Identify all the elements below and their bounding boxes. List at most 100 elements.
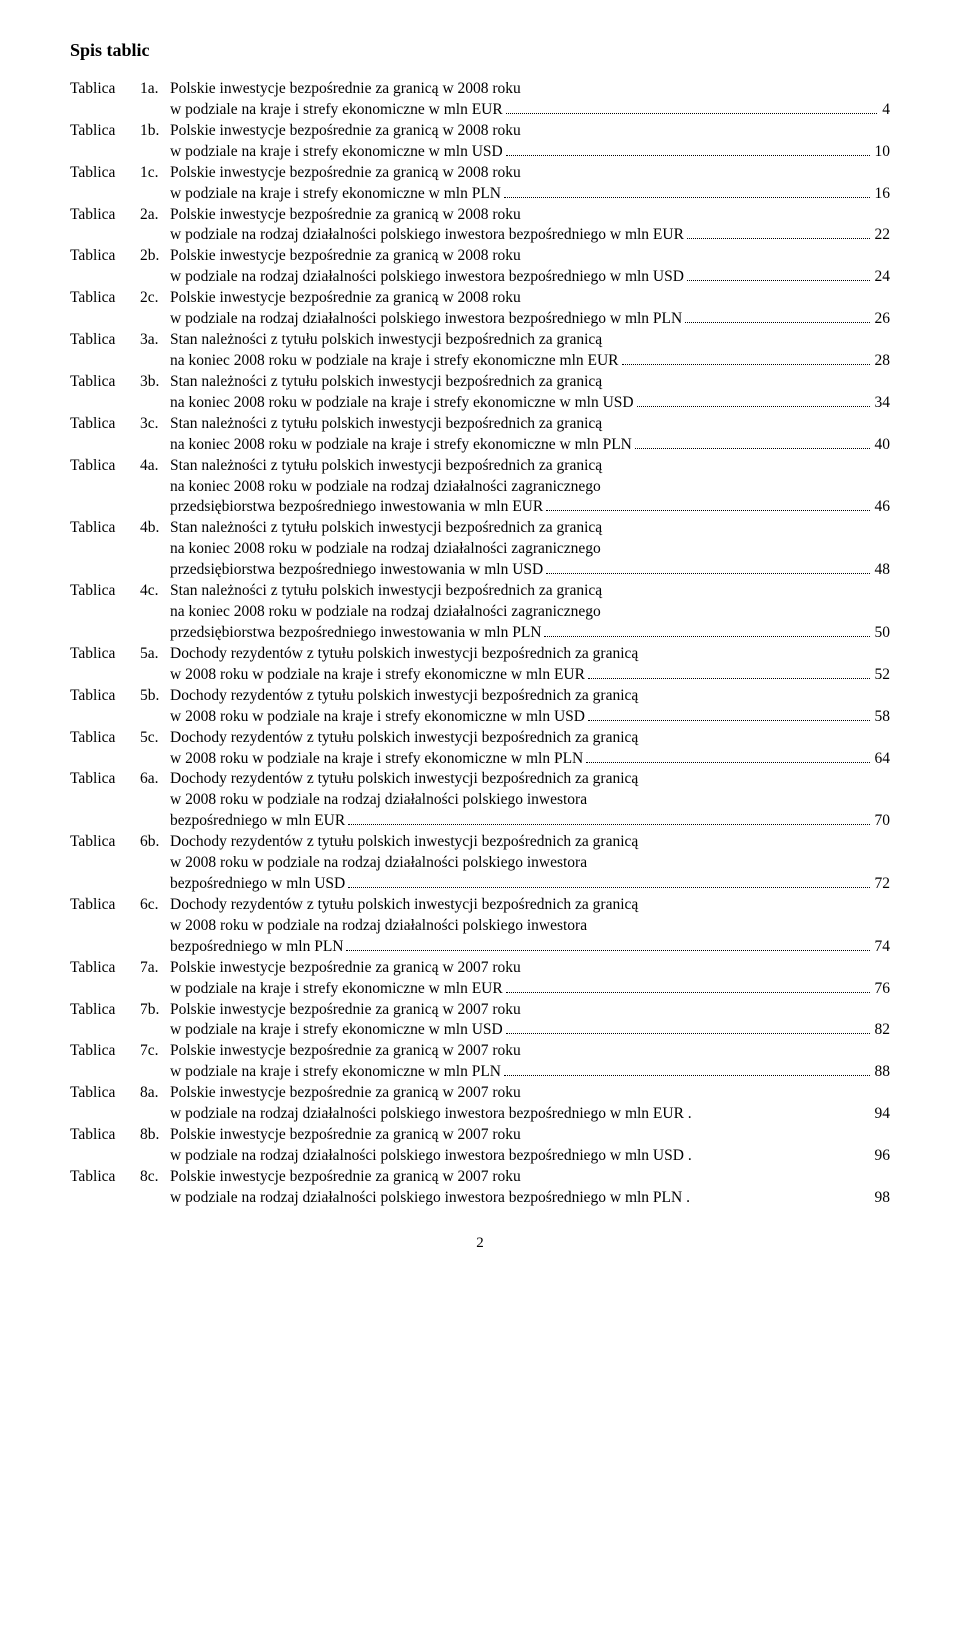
entry-line: Polskie inwestycje bezpośrednie za grani… (170, 163, 890, 184)
entry-page: 82 (873, 1020, 891, 1041)
page: Spis tablic Tablica1a.Polskie inwestycje… (0, 0, 960, 1282)
entry-number: 5b. (140, 686, 170, 707)
entry-line: Polskie inwestycje bezpośrednie za grani… (170, 1083, 890, 1104)
entry-last-line: w podziale na kraje i strefy ekonomiczne… (170, 100, 890, 121)
leader-dots (637, 406, 870, 407)
toc-entry: Tablica4a.Stan należności z tytułu polsk… (70, 456, 890, 519)
entry-label: Tablica (70, 121, 140, 142)
leader-dots (687, 280, 870, 281)
entry-last-line: w podziale na kraje i strefy ekonomiczne… (170, 979, 890, 1000)
entry-line: na koniec 2008 roku w podziale na rodzaj… (170, 539, 890, 560)
leader-dots (685, 322, 869, 323)
entry-last-text: na koniec 2008 roku w podziale na kraje … (170, 393, 634, 414)
entry-last-text: w podziale na kraje i strefy ekonomiczne… (170, 979, 503, 1000)
entry-page: 24 (873, 267, 891, 288)
entry-label: Tablica (70, 79, 140, 100)
toc-entry: Tablica8b.Polskie inwestycje bezpośredni… (70, 1125, 890, 1167)
entry-label: Tablica (70, 1083, 140, 1104)
entry-number: 1a. (140, 79, 170, 100)
entry-line: w 2008 roku w podziale na rodzaj działal… (170, 853, 890, 874)
entry-text: Dochody rezydentów z tytułu polskich inw… (170, 769, 890, 832)
entry-last-text: przedsiębiorstwa bezpośredniego inwestow… (170, 623, 541, 644)
entry-number: 4a. (140, 456, 170, 477)
entry-line: Dochody rezydentów z tytułu polskich inw… (170, 728, 890, 749)
entry-last-text: na koniec 2008 roku w podziale na kraje … (170, 435, 632, 456)
toc-heading: Spis tablic (70, 40, 890, 61)
leader-dots (586, 762, 869, 763)
entry-last-text: w podziale na kraje i strefy ekonomiczne… (170, 184, 501, 205)
toc-entry: Tablica6b.Dochody rezydentów z tytułu po… (70, 832, 890, 895)
entry-text: Polskie inwestycje bezpośrednie za grani… (170, 958, 890, 1000)
entry-line: Stan należności z tytułu polskich inwest… (170, 456, 890, 477)
entry-last-line: w 2008 roku w podziale na kraje i strefy… (170, 665, 890, 686)
entry-last-text: w podziale na rodzaj działalności polski… (170, 267, 684, 288)
toc-entry: Tablica8c.Polskie inwestycje bezpośredni… (70, 1167, 890, 1209)
entry-line: Dochody rezydentów z tytułu polskich inw… (170, 832, 890, 853)
entry-last-line: w podziale na rodzaj działalności polski… (170, 267, 890, 288)
entry-page: 40 (873, 435, 891, 456)
entry-last-line: w podziale na kraje i strefy ekonomiczne… (170, 1062, 890, 1083)
entry-last-text: w 2008 roku w podziale na kraje i strefy… (170, 749, 583, 770)
entry-last-line: w podziale na rodzaj działalności polski… (170, 1104, 890, 1125)
toc-entries: Tablica1a.Polskie inwestycje bezpośredni… (70, 79, 890, 1209)
entry-last-line: na koniec 2008 roku w podziale na kraje … (170, 435, 890, 456)
entry-number: 1c. (140, 163, 170, 184)
entry-last-text: bezpośredniego w mln EUR (170, 811, 345, 832)
entry-line: Stan należności z tytułu polskich inwest… (170, 330, 890, 351)
entry-number: 5c. (140, 728, 170, 749)
entry-number: 8c. (140, 1167, 170, 1188)
entry-line: Polskie inwestycje bezpośrednie za grani… (170, 1000, 890, 1021)
entry-page: 28 (873, 351, 891, 372)
entry-line: Polskie inwestycje bezpośrednie za grani… (170, 246, 890, 267)
entry-page: 64 (873, 749, 891, 770)
entry-label: Tablica (70, 895, 140, 916)
entry-page: 34 (873, 393, 891, 414)
entry-text: Polskie inwestycje bezpośrednie za grani… (170, 1167, 890, 1209)
leader-dots (544, 636, 869, 637)
entry-label: Tablica (70, 288, 140, 309)
toc-entry: Tablica 7c.Polskie inwestycje bezpośredn… (70, 1041, 890, 1083)
entry-line: Polskie inwestycje bezpośrednie za grani… (170, 79, 890, 100)
entry-label: Tablica (70, 1000, 140, 1021)
entry-line: Polskie inwestycje bezpośrednie za grani… (170, 958, 890, 979)
entry-last-text: w podziale na rodzaj działalności polski… (170, 225, 684, 246)
entry-last-line: w 2008 roku w podziale na kraje i strefy… (170, 707, 890, 728)
toc-entry: Tablica5a.Dochody rezydentów z tytułu po… (70, 644, 890, 686)
leader-dots (506, 992, 870, 993)
entry-page: 52 (873, 665, 891, 686)
entry-text: Polskie inwestycje bezpośrednie za grani… (170, 121, 890, 163)
entry-label: Tablica (70, 205, 140, 226)
leader-dots (622, 364, 870, 365)
entry-line: Polskie inwestycje bezpośrednie za grani… (170, 288, 890, 309)
toc-entry: Tablica1c.Polskie inwestycje bezpośredni… (70, 163, 890, 205)
entry-page: 70 (873, 811, 891, 832)
entry-text: Dochody rezydentów z tytułu polskich inw… (170, 832, 890, 895)
entry-text: Polskie inwestycje bezpośrednie za grani… (170, 1083, 890, 1125)
leader-dots (506, 113, 878, 114)
entry-page: 22 (873, 225, 891, 246)
entry-number: 5a. (140, 644, 170, 665)
entry-label: Tablica (70, 686, 140, 707)
entry-last-line: przedsiębiorstwa bezpośredniego inwestow… (170, 560, 890, 581)
toc-entry: Tablica8a.Polskie inwestycje bezpośredni… (70, 1083, 890, 1125)
entry-number: 6c. (140, 895, 170, 916)
entry-number: 2c. (140, 288, 170, 309)
toc-entry: Tablica5b.Dochody rezydentów z tytułu po… (70, 686, 890, 728)
entry-page: 48 (873, 560, 891, 581)
entry-line: na koniec 2008 roku w podziale na rodzaj… (170, 477, 890, 498)
entry-line: w 2008 roku w podziale na rodzaj działal… (170, 916, 890, 937)
toc-entry: Tablica4b.Stan należności z tytułu polsk… (70, 518, 890, 581)
entry-label: Tablica (70, 330, 140, 351)
toc-entry: Tablica1a.Polskie inwestycje bezpośredni… (70, 79, 890, 121)
entry-text: Stan należności z tytułu polskich inwest… (170, 414, 890, 456)
leader-dots (588, 678, 870, 679)
entry-number: 1b. (140, 121, 170, 142)
entry-last-text: w 2008 roku w podziale na kraje i strefy… (170, 707, 585, 728)
entry-line: Dochody rezydentów z tytułu polskich inw… (170, 686, 890, 707)
entry-label: Tablica (70, 414, 140, 435)
entry-number: 7c. (140, 1041, 170, 1062)
entry-line: na koniec 2008 roku w podziale na rodzaj… (170, 602, 890, 623)
entry-last-text: w podziale na rodzaj działalności polski… (170, 1104, 692, 1125)
leader-dots (588, 720, 870, 721)
entry-last-text: w podziale na kraje i strefy ekonomiczne… (170, 1062, 501, 1083)
